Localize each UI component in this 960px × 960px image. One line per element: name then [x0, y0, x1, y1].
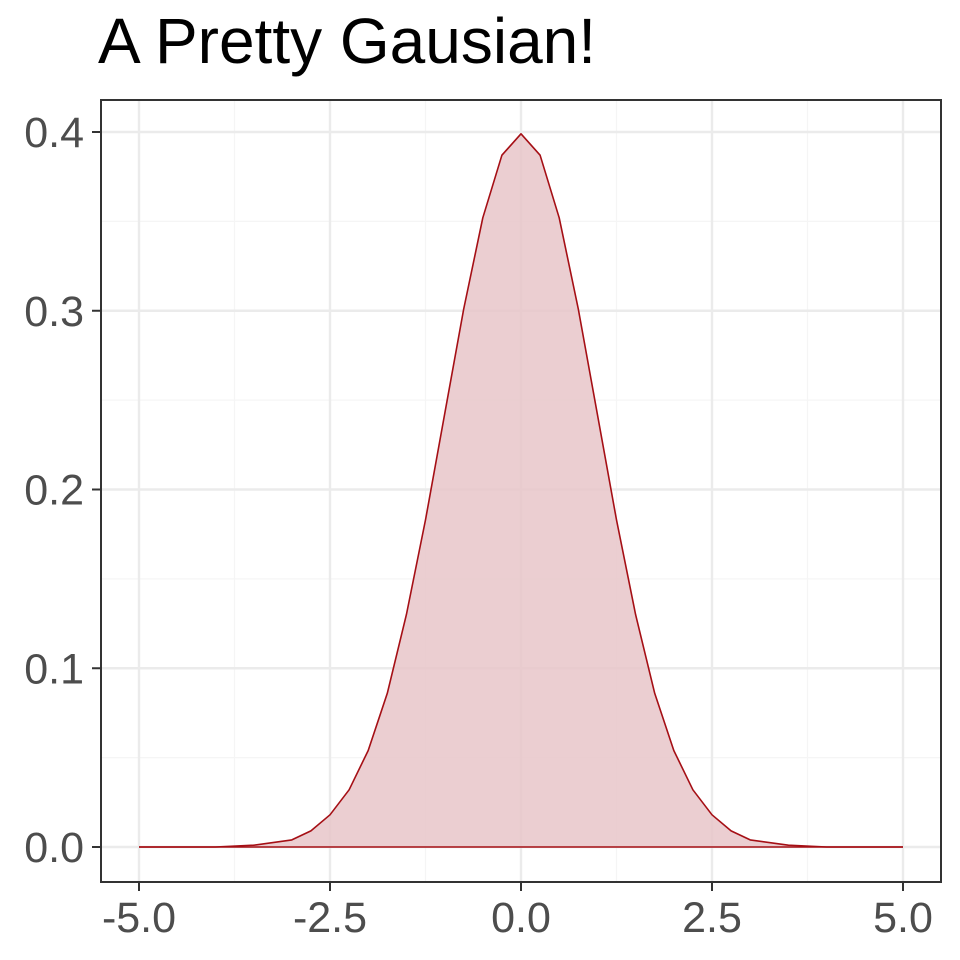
y-tick-label: 0.0 — [24, 824, 84, 872]
density-area — [139, 133, 903, 848]
x-tick-label: 2.5 — [682, 894, 742, 942]
density-line — [139, 133, 903, 848]
x-tick-label: -5.0 — [102, 894, 176, 942]
x-tick-label: -2.5 — [293, 894, 367, 942]
y-tick-label: 0.4 — [24, 109, 84, 157]
x-tick-label: 5.0 — [873, 894, 933, 942]
axes: -5.0 -2.5 0.0 2.5 5.0 0.0 0.1 0.2 0.3 0.4 — [24, 109, 933, 942]
chart-title: A Pretty Gausian! — [98, 5, 597, 77]
y-tick-label: 0.1 — [24, 645, 84, 693]
x-tick-label: 0.0 — [491, 894, 551, 942]
y-tick-label: 0.3 — [24, 288, 84, 336]
y-tick-label: 0.2 — [24, 467, 84, 515]
density-fill — [139, 133, 903, 848]
